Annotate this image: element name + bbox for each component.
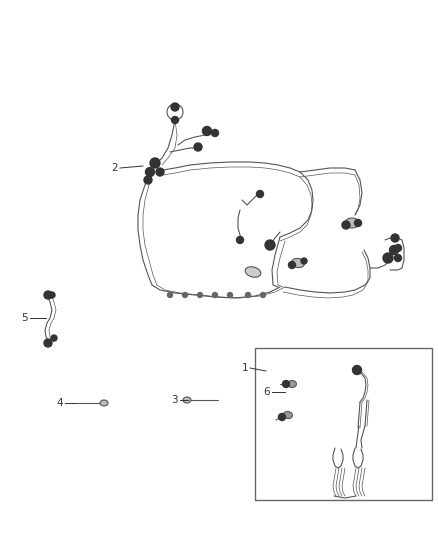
Circle shape — [261, 293, 265, 297]
Text: 4: 4 — [57, 398, 63, 408]
Circle shape — [198, 293, 202, 297]
Circle shape — [301, 258, 307, 264]
Circle shape — [391, 234, 399, 242]
Circle shape — [265, 240, 275, 250]
Circle shape — [44, 339, 52, 347]
Circle shape — [395, 254, 402, 262]
Circle shape — [283, 381, 290, 387]
Text: 3: 3 — [171, 395, 178, 405]
Circle shape — [172, 117, 179, 124]
Circle shape — [167, 293, 173, 297]
Circle shape — [389, 246, 399, 254]
Circle shape — [150, 158, 160, 168]
Circle shape — [237, 237, 244, 244]
Ellipse shape — [245, 266, 261, 277]
Circle shape — [354, 220, 361, 227]
Text: 6: 6 — [263, 387, 270, 397]
Bar — [255, 348, 432, 500]
Circle shape — [383, 253, 393, 263]
Ellipse shape — [183, 397, 191, 403]
Circle shape — [156, 168, 164, 176]
Circle shape — [51, 335, 57, 341]
Circle shape — [257, 190, 264, 198]
Ellipse shape — [283, 411, 293, 418]
Circle shape — [49, 292, 55, 298]
Text: 2: 2 — [111, 163, 118, 173]
Circle shape — [212, 130, 219, 136]
Circle shape — [289, 262, 296, 269]
Circle shape — [212, 293, 218, 297]
Circle shape — [194, 143, 202, 151]
Text: 1: 1 — [241, 363, 248, 373]
Circle shape — [395, 245, 402, 252]
Ellipse shape — [287, 381, 297, 387]
Circle shape — [144, 176, 152, 184]
Circle shape — [145, 167, 155, 176]
Circle shape — [183, 293, 187, 297]
Circle shape — [227, 293, 233, 297]
Text: 5: 5 — [21, 313, 28, 323]
Circle shape — [246, 293, 251, 297]
Circle shape — [44, 291, 52, 299]
Ellipse shape — [292, 259, 304, 268]
Circle shape — [202, 126, 212, 135]
Circle shape — [279, 414, 286, 421]
Circle shape — [353, 366, 361, 375]
Ellipse shape — [345, 218, 359, 228]
Circle shape — [342, 221, 350, 229]
Circle shape — [171, 103, 179, 111]
Ellipse shape — [100, 400, 108, 406]
